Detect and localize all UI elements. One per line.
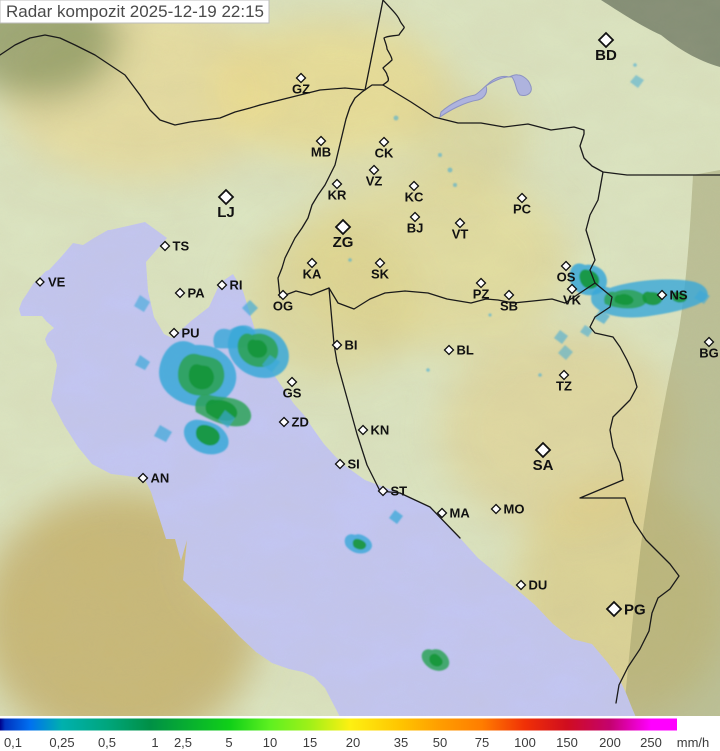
svg-text:BD: BD — [595, 47, 617, 64]
svg-text:SB: SB — [500, 299, 518, 314]
svg-text:100: 100 — [514, 735, 536, 750]
svg-text:BG: BG — [699, 346, 719, 361]
svg-text:DU: DU — [529, 578, 548, 593]
svg-text:150: 150 — [556, 735, 578, 750]
svg-text:75: 75 — [475, 735, 489, 750]
svg-text:BI: BI — [345, 338, 358, 353]
svg-text:PU: PU — [182, 326, 200, 341]
svg-text:VK: VK — [563, 293, 582, 308]
svg-text:1: 1 — [151, 735, 158, 750]
svg-text:mm/h: mm/h — [677, 735, 710, 750]
svg-text:ZG: ZG — [333, 234, 354, 251]
svg-text:PA: PA — [188, 286, 206, 301]
svg-text:0,1: 0,1 — [4, 735, 22, 750]
svg-text:MB: MB — [311, 145, 331, 160]
svg-text:VT: VT — [452, 227, 469, 242]
svg-text:0,5: 0,5 — [98, 735, 116, 750]
svg-text:NS: NS — [670, 288, 688, 303]
svg-text:CK: CK — [375, 146, 394, 161]
svg-text:50: 50 — [433, 735, 447, 750]
svg-text:PC: PC — [513, 202, 532, 217]
svg-text:RI: RI — [230, 278, 243, 293]
svg-text:GZ: GZ — [292, 82, 310, 97]
svg-text:KC: KC — [405, 190, 424, 205]
svg-text:PZ: PZ — [473, 287, 490, 302]
svg-text:OS: OS — [557, 270, 576, 285]
svg-text:ST: ST — [391, 484, 408, 499]
svg-text:KR: KR — [328, 188, 347, 203]
svg-text:TS: TS — [173, 239, 190, 254]
svg-text:KA: KA — [303, 267, 322, 282]
svg-text:ZD: ZD — [292, 415, 309, 430]
svg-text:BJ: BJ — [407, 221, 424, 236]
svg-text:200: 200 — [599, 735, 621, 750]
svg-text:SK: SK — [371, 267, 390, 282]
svg-text:Radar kompozit 2025-12-19: Radar kompozit 2025-12-19 22:15 — [6, 2, 264, 21]
svg-text:MA: MA — [450, 506, 471, 521]
svg-text:OG: OG — [273, 299, 293, 314]
svg-text:GS: GS — [283, 386, 302, 401]
svg-text:35: 35 — [394, 735, 408, 750]
svg-text:5: 5 — [225, 735, 232, 750]
svg-text:15: 15 — [303, 735, 317, 750]
svg-text:PG: PG — [624, 601, 646, 618]
svg-text:20: 20 — [346, 735, 360, 750]
svg-text:VZ: VZ — [366, 174, 383, 189]
svg-text:SA: SA — [533, 457, 554, 474]
svg-text:VE: VE — [48, 275, 66, 290]
svg-text:0,25: 0,25 — [49, 735, 74, 750]
svg-text:10: 10 — [263, 735, 277, 750]
svg-text:MO: MO — [504, 502, 525, 517]
svg-text:TZ: TZ — [556, 379, 572, 394]
svg-text:BL: BL — [457, 343, 474, 358]
svg-text:KN: KN — [371, 423, 390, 438]
svg-text:SI: SI — [348, 457, 360, 472]
svg-text:2,5: 2,5 — [174, 735, 192, 750]
svg-text:250: 250 — [640, 735, 662, 750]
svg-text:LJ: LJ — [217, 204, 235, 221]
svg-text:AN: AN — [151, 471, 170, 486]
